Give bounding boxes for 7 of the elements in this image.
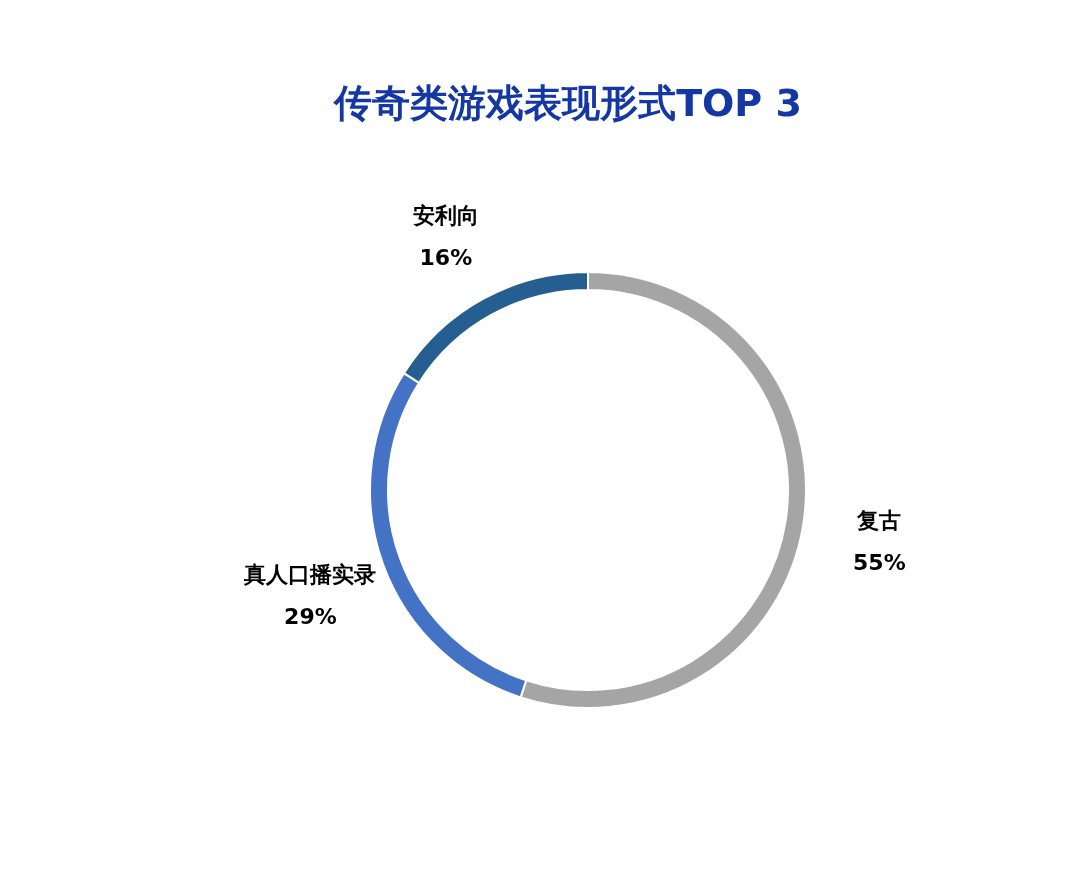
slice-label: 复古 bbox=[856, 508, 902, 534]
chart-title: 传奇类游戏表现形式TOP 3 bbox=[332, 81, 802, 125]
slice-label: 安利向 bbox=[412, 203, 479, 229]
data-label: 29% bbox=[284, 603, 337, 629]
slice-label: 真人口播实录 bbox=[243, 561, 377, 587]
data-label: 16% bbox=[419, 245, 473, 271]
data-label: 55% bbox=[853, 550, 906, 576]
